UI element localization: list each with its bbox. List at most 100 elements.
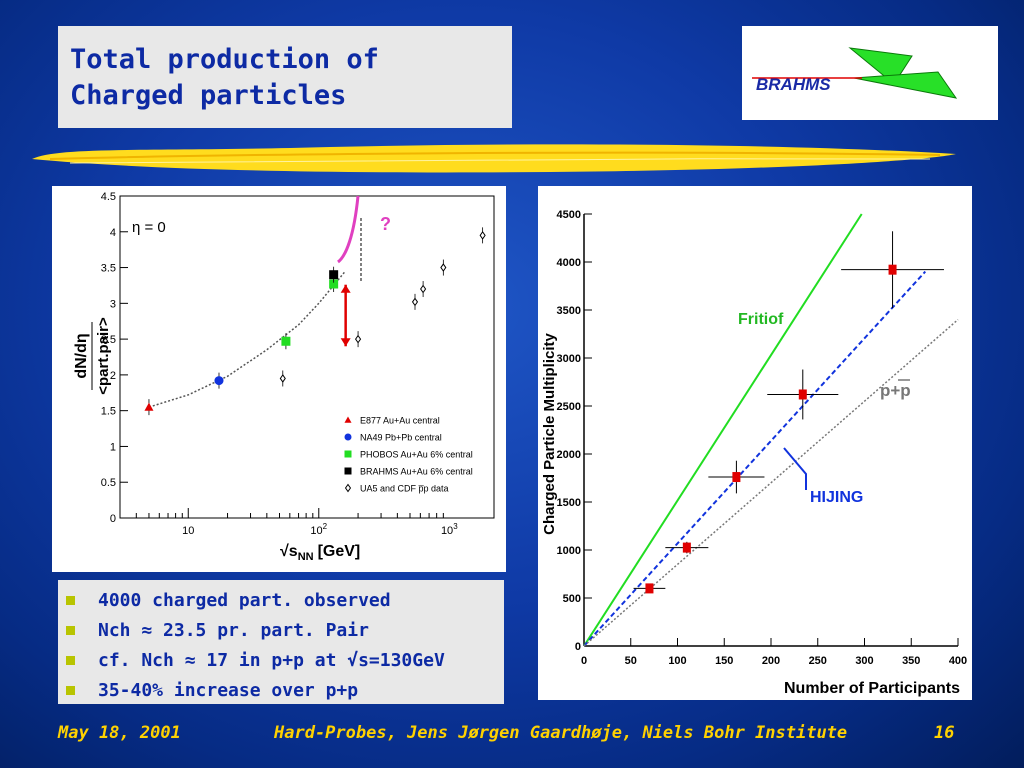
title-line-1: Total production of [70, 44, 379, 75]
bullet-marker [66, 656, 75, 665]
left-chart-panel: 0 0.5 1 1.5 2 2.5 3 3.5 4 4.5 10 102 103 ? η = 0 E8… [52, 186, 506, 572]
fit-curve [148, 270, 346, 408]
eta-label: η = 0 [132, 219, 166, 236]
legend-marker [344, 467, 352, 475]
x-tick-exponent: 3 [453, 522, 458, 531]
footer-date: May 18, 2001 [58, 723, 181, 743]
legend-label: PHOBOS Au+Au 6% central [360, 450, 473, 460]
legend-marker [344, 483, 352, 493]
y-axis-label-numerator: dN/dη [73, 333, 90, 378]
right-chart: 0 500 1000 1500 2000 2500 3000 3500 4000 4500 0 50… [541, 209, 967, 697]
hijing-pointer [783, 447, 807, 490]
legend-marker [344, 416, 352, 423]
x-tick-label: 100 [668, 655, 686, 667]
x-tick-label: 200 [762, 655, 780, 667]
y-tick-label: 1500 [557, 497, 581, 509]
title-line-2: Charged particles [70, 80, 347, 111]
difference-arrow-head-bottom [340, 338, 351, 347]
data-point [732, 472, 741, 483]
model-line [583, 319, 959, 647]
right-chart-panel: 0 500 1000 1500 2000 2500 3000 3500 4000 4500 0 50… [538, 186, 972, 700]
left-chart-frame [119, 195, 495, 519]
x-tick-label: 10 [182, 525, 194, 537]
data-point [329, 270, 339, 280]
x-tick-label: 350 [902, 655, 920, 667]
model-line [583, 270, 927, 647]
bullet-marker [66, 596, 75, 605]
logo-lower-wedge [853, 71, 958, 99]
x-tick-label: 250 [809, 655, 827, 667]
y-tick-label: 4000 [557, 257, 581, 269]
right-y-axis-label: Charged Particle Multiplicity [541, 332, 558, 534]
data-point [355, 334, 362, 344]
bullet-text: 35-40% increase over p+p [98, 680, 359, 701]
rule-fill [32, 144, 956, 173]
y-tick-label: 1 [110, 441, 116, 453]
pp-label: p+p [880, 381, 911, 400]
question-mark: ? [380, 214, 391, 234]
y-tick-label: 2.5 [101, 334, 116, 346]
x-tick-label: 50 [625, 655, 637, 667]
y-tick-label: 4 [110, 227, 116, 239]
data-point [144, 402, 154, 411]
bullet-item: cf. Nch ≈ 17 in p+p at √s=130GeV [58, 646, 504, 676]
data-point [281, 336, 291, 346]
legend-label: BRAHMS Au+Au 6% central [360, 467, 473, 477]
data-point [214, 376, 224, 386]
y-tick-label: 4500 [557, 209, 581, 221]
x-tick-label: 150 [715, 655, 733, 667]
y-tick-label: 0 [575, 641, 581, 653]
data-point [479, 230, 486, 240]
legend-label: NA49 Pb+Pb central [360, 433, 442, 443]
x-axis-label-main: √s [280, 543, 298, 560]
y-tick-label: 3500 [557, 305, 581, 317]
logo-text: BRAHMS [756, 75, 831, 94]
y-tick-label: 3000 [557, 353, 581, 365]
x-axis-label-sub: NN [298, 551, 314, 563]
bullet-marker [66, 626, 75, 635]
legend-label: UA5 and CDF p̅p data [360, 484, 449, 494]
x-tick-label: 103 [441, 522, 458, 537]
y-tick-label: 0 [110, 513, 116, 525]
bullet-item: Nch ≈ 23.5 pr. part. Pair [58, 616, 504, 646]
x-axis-label-unit: [GeV] [318, 543, 361, 560]
y-tick-label: 3 [110, 298, 116, 310]
model-line [583, 213, 863, 647]
y-tick-label: 500 [563, 593, 581, 605]
y-tick-label: 2500 [557, 401, 581, 413]
data-point [440, 263, 447, 272]
footer-page-number: 16 [934, 723, 955, 743]
y-tick-label: 2000 [557, 449, 581, 461]
data-point [645, 583, 654, 594]
data-point [279, 374, 286, 383]
right-x-axis-label: Number of Participants [784, 680, 960, 697]
difference-arrow-head-top [340, 284, 351, 293]
y-tick-label: 3.5 [101, 263, 116, 275]
legend-label: E877 Au+Au central [360, 416, 440, 426]
x-tick-label: 0 [581, 655, 587, 667]
bullet-marker [66, 686, 75, 695]
x-tick-exponent: 2 [323, 522, 328, 531]
brahms-logo: BRAHMS [742, 26, 998, 120]
hijing-label: HIJING [810, 489, 863, 506]
y-tick-label: 0.5 [101, 477, 116, 489]
y-tick-label: 4.5 [101, 191, 116, 203]
bullet-text: Nch ≈ 23.5 pr. part. Pair [98, 620, 369, 641]
y-tick-label: 1.5 [101, 406, 116, 418]
data-point [420, 284, 427, 294]
footer-center: Hard-Probes, Jens Jørgen Gaardhøje, Niel… [274, 723, 848, 743]
decorative-rule [32, 144, 956, 173]
y-axis-label-denominator: <part.pair> [95, 317, 112, 395]
y-tick-label: 1000 [557, 545, 581, 557]
bullet-text: 4000 charged part. observed [98, 590, 391, 611]
extrapolation-curve [336, 195, 360, 264]
bullet-text: cf. Nch ≈ 17 in p+p at √s=130GeV [98, 650, 445, 671]
data-point [798, 389, 807, 400]
x-tick-label: 400 [949, 655, 967, 667]
bullet-item: 4000 charged part. observed [58, 586, 504, 616]
y-tick-label: 2 [110, 370, 116, 382]
left-chart: 0 0.5 1 1.5 2 2.5 3 3.5 4 4.5 10 102 103 ? η = 0 E8… [73, 191, 495, 563]
data-point [411, 297, 419, 307]
brahms-logo-graphic: BRAHMS [752, 47, 958, 99]
bullet-list: 4000 charged part. observed Nch ≈ 23.5 p… [58, 580, 504, 704]
